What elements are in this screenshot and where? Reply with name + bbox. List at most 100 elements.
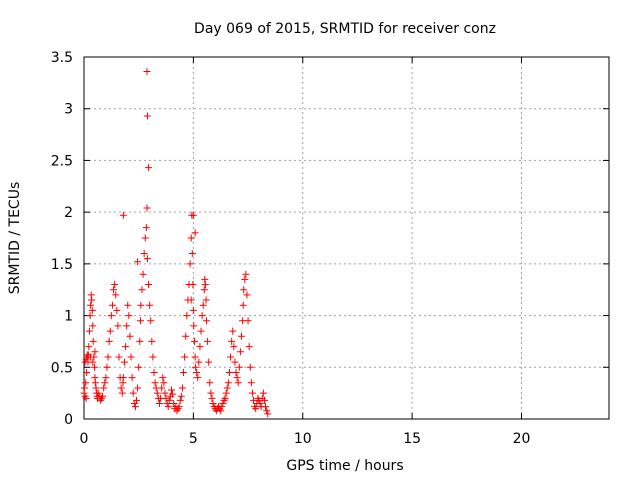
data-point (107, 312, 115, 320)
data-point (193, 368, 201, 376)
data-point (205, 358, 213, 366)
data-point (85, 343, 93, 351)
data-point (195, 358, 203, 366)
data-point (169, 390, 177, 398)
x-axis-label: GPS time / hours (286, 458, 403, 474)
data-point (232, 368, 240, 376)
data-point (225, 368, 233, 376)
x-tick-label: 5 (189, 431, 198, 447)
data-point (87, 353, 95, 361)
data-point (264, 410, 272, 418)
data-point (94, 389, 102, 397)
data-point (135, 363, 143, 371)
data-point (131, 403, 139, 411)
data-point (217, 407, 225, 415)
data-point (223, 384, 231, 392)
data-point (190, 322, 198, 330)
data-point (244, 317, 252, 325)
data-point (126, 332, 134, 340)
data-point (140, 250, 148, 258)
data-point (199, 301, 207, 309)
data-point (103, 363, 111, 371)
data-point (99, 392, 107, 400)
data-point (159, 374, 167, 382)
data-point (196, 343, 204, 351)
data-point (136, 337, 144, 345)
y-axis-label: SRMTID / TECUs (7, 182, 23, 295)
data-point (158, 384, 166, 392)
data-point (89, 358, 97, 366)
data-point (113, 306, 121, 314)
data-point (134, 258, 142, 266)
y-tick-label: 3 (64, 102, 73, 118)
data-point (143, 67, 151, 75)
data-point (125, 312, 133, 320)
data-point (118, 389, 126, 397)
data-point (203, 317, 210, 325)
data-point (88, 296, 96, 304)
data-point (207, 389, 215, 397)
data-point (111, 281, 119, 289)
data-point (80, 384, 88, 392)
data-point (248, 389, 256, 397)
data-point (89, 322, 97, 330)
data-point (148, 337, 156, 345)
data-point (119, 211, 127, 219)
data-point (236, 348, 244, 356)
data-point (137, 301, 145, 309)
data-point (189, 211, 197, 219)
data-point (101, 379, 109, 387)
data-point (100, 384, 108, 392)
data-point (102, 374, 110, 382)
data-point (239, 301, 247, 309)
data-point (120, 358, 128, 366)
data-point (224, 379, 232, 387)
data-point (243, 291, 251, 299)
data-point (82, 379, 90, 387)
data-point (153, 389, 161, 397)
data-point (127, 353, 135, 361)
data-point (168, 386, 175, 394)
y-tick-label: 2.5 (51, 153, 73, 169)
data-point (238, 332, 245, 340)
x-tick-labels: 0 5 10 15 20 (80, 431, 531, 447)
data-point (240, 286, 248, 294)
data-point (149, 353, 157, 361)
data-point (187, 234, 195, 242)
data-point (91, 379, 99, 387)
data-point (231, 358, 239, 366)
data-point (143, 204, 151, 212)
data-point (124, 301, 132, 309)
data-point (189, 306, 197, 314)
data-point (119, 374, 127, 382)
data-point (87, 301, 95, 309)
data-point (141, 234, 149, 242)
data-point (145, 281, 153, 289)
data-point (208, 394, 216, 402)
data-point (222, 389, 230, 397)
data-point (262, 403, 270, 411)
data-point (161, 389, 169, 397)
data-point (227, 353, 235, 361)
data-point (129, 389, 137, 397)
data-point (91, 348, 99, 356)
data-point (106, 327, 114, 335)
data-point (183, 312, 191, 320)
data-point (230, 343, 238, 351)
data-point (252, 405, 260, 413)
axis-ticks (83, 56, 609, 420)
data-point (190, 337, 198, 345)
data-point (82, 355, 90, 363)
y-tick-label: 2 (64, 205, 73, 221)
data-point (123, 322, 131, 330)
data-point (160, 379, 168, 387)
data-point (241, 275, 249, 283)
data-point (198, 312, 206, 320)
data-point (201, 275, 209, 283)
data-point (201, 281, 209, 289)
data-point (200, 286, 208, 294)
data-point (209, 399, 217, 407)
x-tick-label: 15 (403, 431, 421, 447)
data-point (89, 337, 97, 345)
